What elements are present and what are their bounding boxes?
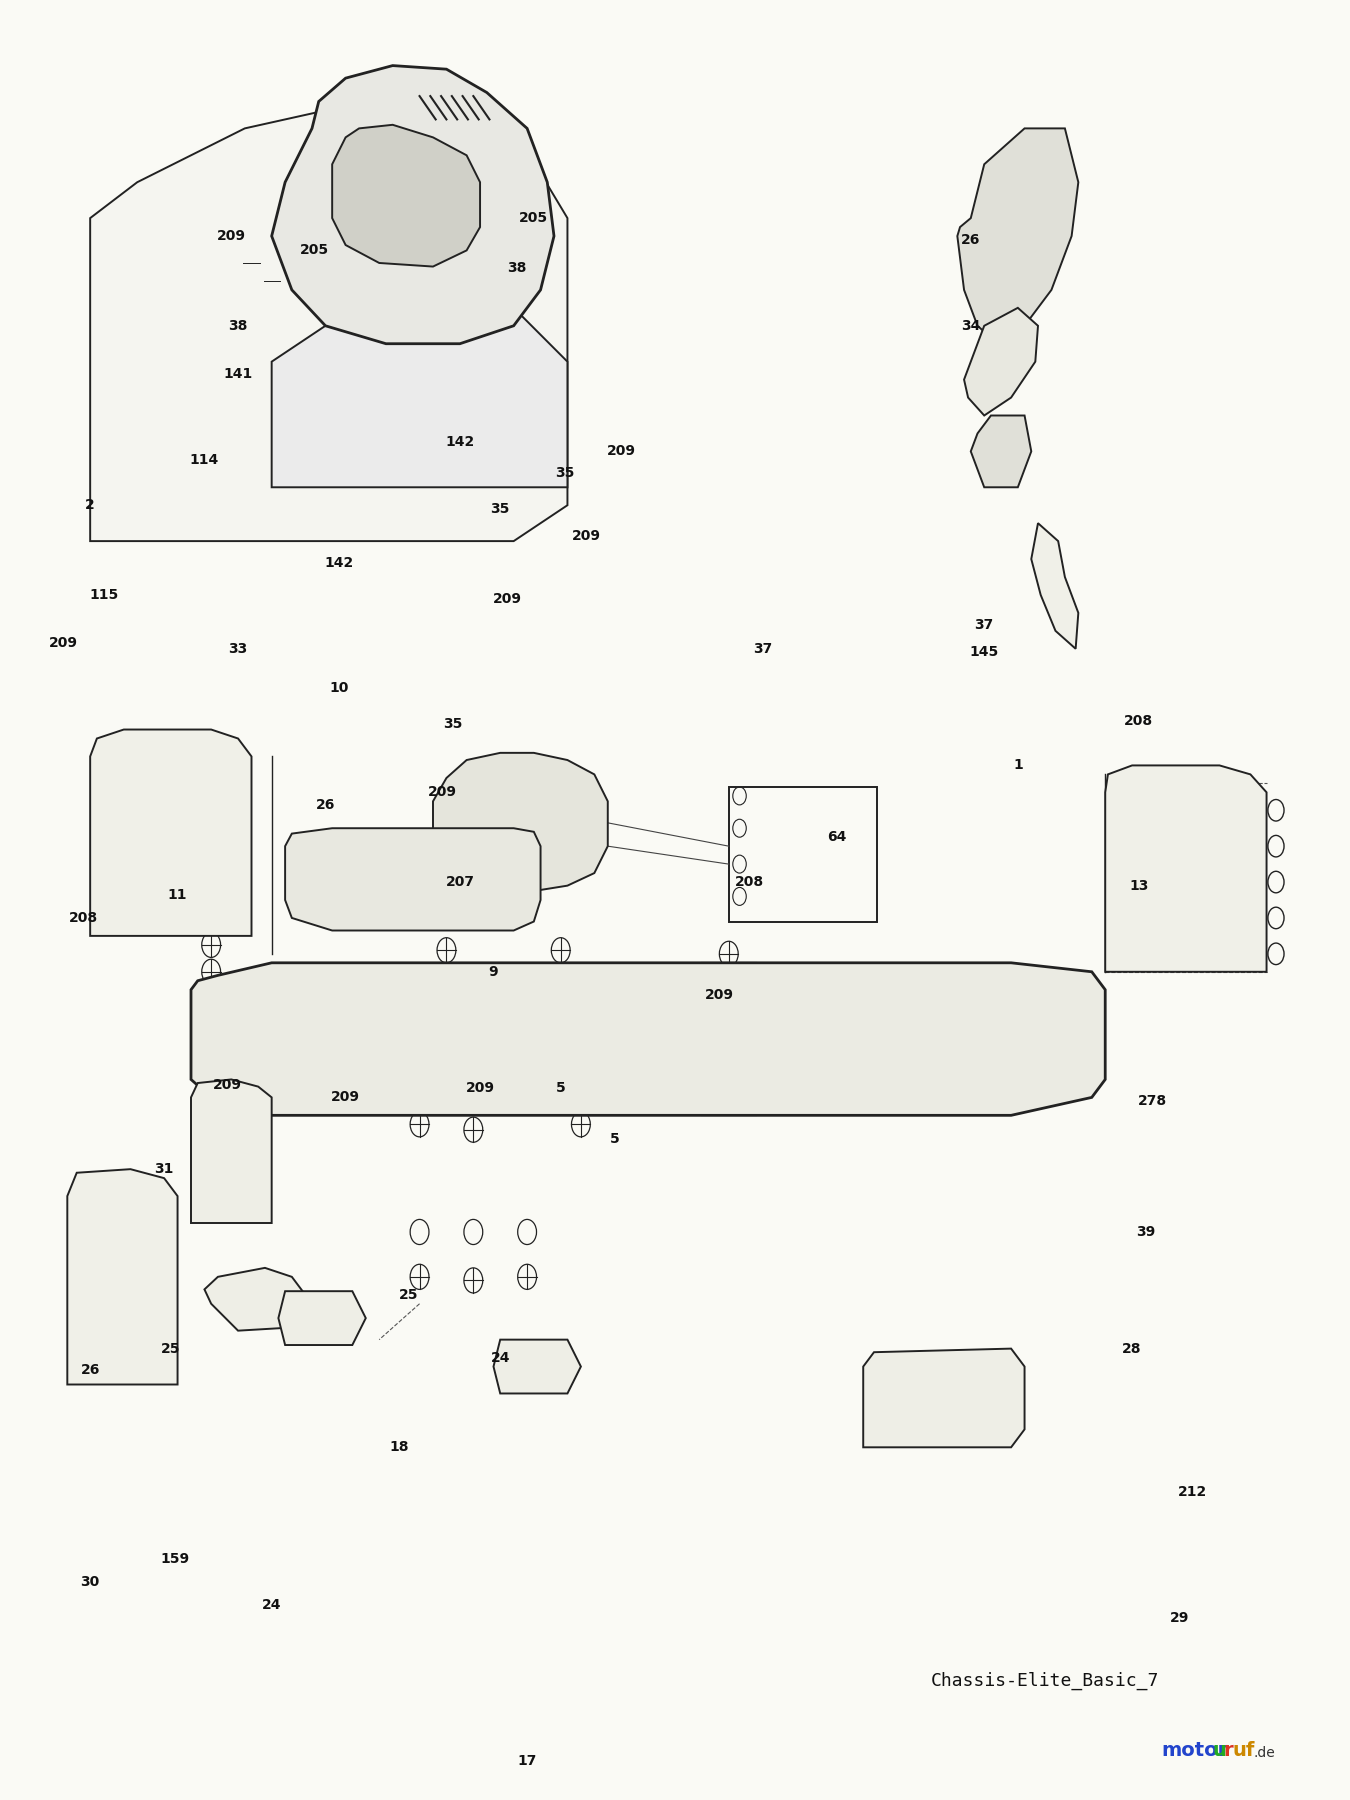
Text: 2: 2 [85, 499, 94, 513]
Polygon shape [68, 1170, 178, 1384]
Text: 11: 11 [167, 887, 188, 902]
Text: motor: motor [1162, 1741, 1228, 1760]
Polygon shape [494, 1339, 580, 1393]
Bar [729, 787, 876, 922]
Text: 141: 141 [224, 367, 252, 382]
Text: 24: 24 [262, 1598, 281, 1613]
Bar [86, 1222, 157, 1357]
Text: .de: .de [1253, 1746, 1274, 1760]
Text: r: r [1223, 1741, 1233, 1760]
Polygon shape [964, 308, 1038, 416]
Polygon shape [971, 416, 1031, 488]
Text: 9: 9 [489, 965, 498, 979]
Text: 142: 142 [324, 556, 354, 569]
Text: 10: 10 [329, 680, 348, 695]
Text: 26: 26 [81, 1363, 100, 1377]
Text: 38: 38 [228, 319, 248, 333]
Text: 25: 25 [161, 1341, 181, 1355]
Text: 34: 34 [961, 319, 980, 333]
Text: 209: 209 [705, 988, 734, 1003]
Text: 25: 25 [400, 1287, 418, 1301]
Text: 18: 18 [390, 1440, 409, 1454]
Text: 209: 209 [49, 637, 78, 650]
Text: 64: 64 [826, 830, 846, 844]
Polygon shape [957, 128, 1079, 344]
Polygon shape [278, 1291, 366, 1345]
Text: 30: 30 [81, 1575, 100, 1589]
Text: u: u [1212, 1741, 1227, 1760]
Text: 209: 209 [213, 1078, 242, 1093]
Text: 1: 1 [1012, 758, 1023, 772]
Text: 208: 208 [69, 911, 99, 925]
Text: 209: 209 [428, 785, 456, 799]
Polygon shape [271, 65, 554, 344]
Text: 142: 142 [446, 436, 474, 450]
Polygon shape [433, 752, 608, 891]
Text: 115: 115 [89, 589, 119, 601]
Text: 33: 33 [228, 643, 247, 655]
Text: 278: 278 [1138, 1094, 1166, 1109]
Polygon shape [90, 729, 251, 936]
Polygon shape [90, 92, 567, 542]
Text: 208: 208 [1125, 713, 1153, 727]
Text: uf: uf [1233, 1741, 1256, 1760]
Text: 209: 209 [572, 529, 601, 544]
Polygon shape [190, 963, 1106, 1116]
Text: 29: 29 [1169, 1611, 1189, 1625]
Text: 205: 205 [300, 243, 329, 257]
Text: 209: 209 [493, 592, 521, 605]
Text: 208: 208 [734, 875, 764, 889]
Polygon shape [271, 308, 567, 488]
Text: 35: 35 [444, 716, 463, 731]
Polygon shape [1106, 765, 1266, 972]
Text: 17: 17 [517, 1755, 537, 1768]
Text: 26: 26 [316, 797, 335, 812]
Text: 39: 39 [1135, 1226, 1156, 1238]
Text: 212: 212 [1179, 1485, 1207, 1499]
Text: 31: 31 [154, 1163, 174, 1175]
Polygon shape [1031, 524, 1079, 648]
Text: 13: 13 [1129, 878, 1149, 893]
Text: 28: 28 [1122, 1341, 1142, 1355]
Bar [312, 846, 487, 909]
Text: 5: 5 [556, 1082, 566, 1096]
Text: 209: 209 [331, 1091, 360, 1105]
Text: Chassis-Elite_Basic_7: Chassis-Elite_Basic_7 [930, 1672, 1158, 1690]
Text: 37: 37 [753, 643, 772, 655]
Text: 207: 207 [446, 875, 474, 889]
Text: 145: 145 [969, 646, 999, 659]
Text: 26: 26 [961, 232, 980, 247]
Text: 209: 209 [217, 229, 246, 243]
Polygon shape [204, 1267, 305, 1330]
Text: 5: 5 [610, 1132, 620, 1145]
Text: 114: 114 [190, 454, 219, 468]
Polygon shape [285, 828, 540, 931]
Text: 159: 159 [161, 1552, 189, 1566]
Text: 37: 37 [975, 619, 994, 632]
Text: 205: 205 [520, 211, 548, 225]
Polygon shape [863, 1348, 1025, 1447]
Text: 38: 38 [506, 261, 526, 275]
Bar [501, 806, 540, 832]
Text: 35: 35 [555, 466, 575, 481]
Text: 35: 35 [490, 502, 510, 517]
Polygon shape [332, 124, 481, 266]
Polygon shape [190, 1080, 271, 1222]
Text: 24: 24 [490, 1350, 510, 1364]
Text: 209: 209 [466, 1082, 494, 1096]
Text: 209: 209 [606, 445, 636, 459]
